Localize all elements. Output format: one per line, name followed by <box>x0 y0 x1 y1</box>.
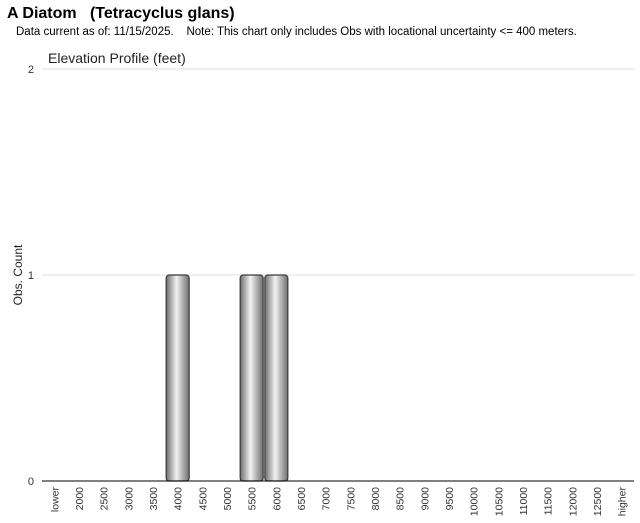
chart-title: A Diatom (Tetracyclus glans) <box>7 5 235 22</box>
x-tick-label: 7000 <box>321 487 333 511</box>
x-tick-label: 3500 <box>148 487 160 511</box>
y-tick-label: 2 <box>28 64 34 76</box>
bar-6000 <box>264 274 289 482</box>
x-tick-label: 8500 <box>395 487 407 511</box>
y-tick-label: 1 <box>28 270 34 282</box>
x-tick-label: 12000 <box>567 487 579 516</box>
x-tick-label: 6000 <box>271 487 283 511</box>
x-tick-label: 4500 <box>197 487 209 511</box>
x-tick-label: 12500 <box>592 487 604 516</box>
x-tick-label: 9500 <box>444 487 456 511</box>
bar-4000 <box>165 274 190 482</box>
x-tick-label: 10500 <box>493 487 505 516</box>
x-tick-label: 2000 <box>74 487 86 511</box>
data-note: Data current as of: 11/15/2025. Note: Th… <box>16 26 577 38</box>
x-tick-label: 3000 <box>123 487 135 511</box>
bar-5500 <box>239 274 264 482</box>
x-tick-label: 11500 <box>543 487 555 516</box>
x-tick-label: 2500 <box>99 487 111 511</box>
x-tick-label: 4000 <box>173 487 185 511</box>
x-tick-label: lower <box>49 486 61 512</box>
y-axis-label: Obs. Count <box>11 244 25 305</box>
x-tick-label: 5500 <box>247 487 259 511</box>
x-tick-label: 5000 <box>222 487 234 511</box>
x-tick-label: 6500 <box>296 487 308 511</box>
x-tick-label: 9000 <box>419 487 431 511</box>
x-tick-label: 7500 <box>345 487 357 511</box>
chart-heading: Elevation Profile (feet) <box>48 50 186 66</box>
x-tick-label: higher <box>617 487 629 517</box>
x-tick-label: 8000 <box>370 487 382 511</box>
y-tick-label: 0 <box>28 476 34 488</box>
x-tick-label: 10000 <box>469 487 481 516</box>
x-tick-label: 11000 <box>518 487 530 516</box>
